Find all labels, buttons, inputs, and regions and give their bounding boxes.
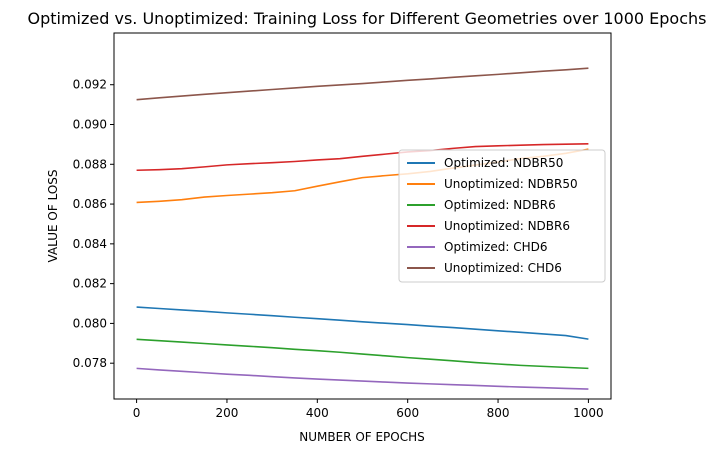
y-axis-label: VALUE OF LOSS [46,169,60,262]
legend-label-4: Unoptimized: NDBR6 [444,219,570,233]
y-tick-label: 0.084 [73,237,107,251]
x-axis-label: NUMBER OF EPOCHS [299,430,425,444]
y-tick-label: 0.092 [73,78,107,92]
legend-label-5: Optimized: CHD6 [444,240,548,254]
series-line-6 [136,67,589,101]
y-tick-label: 0.080 [73,316,107,330]
legend-items: Optimized: NDBR50 Unoptimized: NDBR50 Opti… [407,156,578,275]
y-tick-label: 0.088 [73,157,107,171]
legend-label-3: Optimized: NDBR6 [444,198,556,212]
chart-title: Optimized vs. Unoptimized: Training Loss… [28,9,707,28]
x-tick-label: 200 [216,406,239,420]
tick-layer: 0 200 400 600 800 1000 0.078 0.080 0.082 0.084 0.0… [73,78,604,420]
x-tick-label: 600 [396,406,419,420]
legend-label-1: Optimized: NDBR50 [444,156,563,170]
series-line-1 [136,306,589,340]
series-line-4 [136,142,589,172]
y-tick-label: 0.082 [73,277,107,291]
legend: Optimized: NDBR50 Unoptimized: NDBR50 Opti… [398,149,606,283]
legend-label-6: Unoptimized: CHD6 [444,261,562,275]
legend-label-2: Unoptimized: NDBR50 [444,177,578,191]
series-line-5 [136,367,589,390]
x-tick-label: 1000 [573,406,604,420]
series-line-3 [136,338,589,370]
y-tick-label: 0.090 [73,118,107,132]
x-tick-label: 800 [487,406,510,420]
x-tick-label: 0 [133,406,141,420]
y-tick-label: 0.078 [73,356,107,370]
plot-frame [113,32,612,400]
x-tick-label: 400 [306,406,329,420]
y-tick-label: 0.086 [73,197,107,211]
legend-frame [398,149,606,283]
